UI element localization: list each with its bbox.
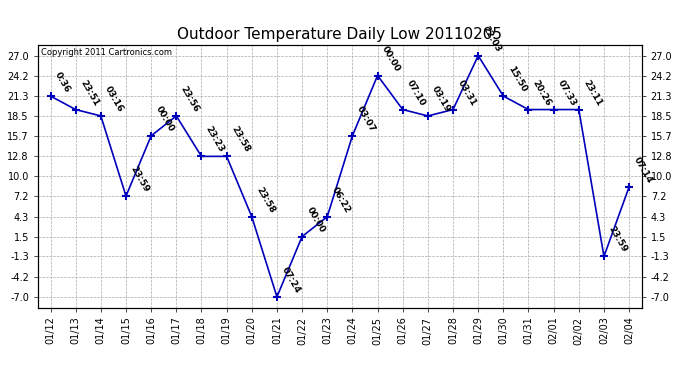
Text: Copyright 2011 Cartronics.com: Copyright 2011 Cartronics.com xyxy=(41,48,172,57)
Text: 07:24: 07:24 xyxy=(279,266,302,295)
Text: 15:50: 15:50 xyxy=(506,65,528,94)
Text: 00:00: 00:00 xyxy=(154,105,175,134)
Text: 23:58: 23:58 xyxy=(229,125,251,154)
Text: 23:51: 23:51 xyxy=(78,78,100,107)
Text: 23:59: 23:59 xyxy=(128,165,150,194)
Text: 03:31: 03:31 xyxy=(455,78,477,107)
Text: 22:03: 22:03 xyxy=(481,24,503,54)
Text: 23:23: 23:23 xyxy=(204,125,226,154)
Text: 23:56: 23:56 xyxy=(179,84,201,114)
Text: 07:14: 07:14 xyxy=(631,155,654,185)
Text: 00:00: 00:00 xyxy=(304,206,326,234)
Title: Outdoor Temperature Daily Low 20110205: Outdoor Temperature Daily Low 20110205 xyxy=(177,27,502,42)
Text: 03:16: 03:16 xyxy=(104,85,126,114)
Text: 23:11: 23:11 xyxy=(581,78,604,107)
Text: 20:26: 20:26 xyxy=(531,78,553,107)
Text: 23:59: 23:59 xyxy=(607,225,629,254)
Text: 03:07: 03:07 xyxy=(355,105,377,134)
Text: 06:22: 06:22 xyxy=(330,185,352,214)
Text: 07:10: 07:10 xyxy=(405,78,427,107)
Text: 07:33: 07:33 xyxy=(556,78,578,107)
Text: 03:19: 03:19 xyxy=(431,84,453,114)
Text: 00:00: 00:00 xyxy=(380,45,402,74)
Text: 0:36: 0:36 xyxy=(53,70,72,94)
Text: 23:58: 23:58 xyxy=(255,185,277,214)
